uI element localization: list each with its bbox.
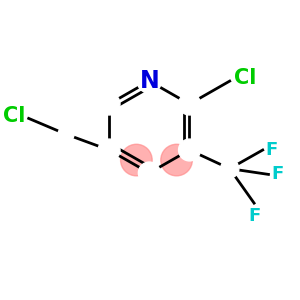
Circle shape (121, 144, 152, 176)
Circle shape (98, 139, 120, 161)
Text: F: F (271, 165, 283, 183)
Text: N: N (140, 69, 159, 93)
Text: Cl: Cl (234, 68, 256, 88)
Circle shape (137, 69, 161, 93)
Circle shape (178, 93, 200, 115)
Circle shape (58, 126, 74, 142)
Circle shape (138, 162, 160, 184)
Text: F: F (266, 141, 278, 159)
Circle shape (220, 160, 239, 178)
Circle shape (161, 144, 192, 176)
Text: F: F (248, 207, 260, 225)
Circle shape (98, 93, 120, 115)
Circle shape (178, 139, 200, 161)
Text: Cl: Cl (3, 106, 26, 125)
